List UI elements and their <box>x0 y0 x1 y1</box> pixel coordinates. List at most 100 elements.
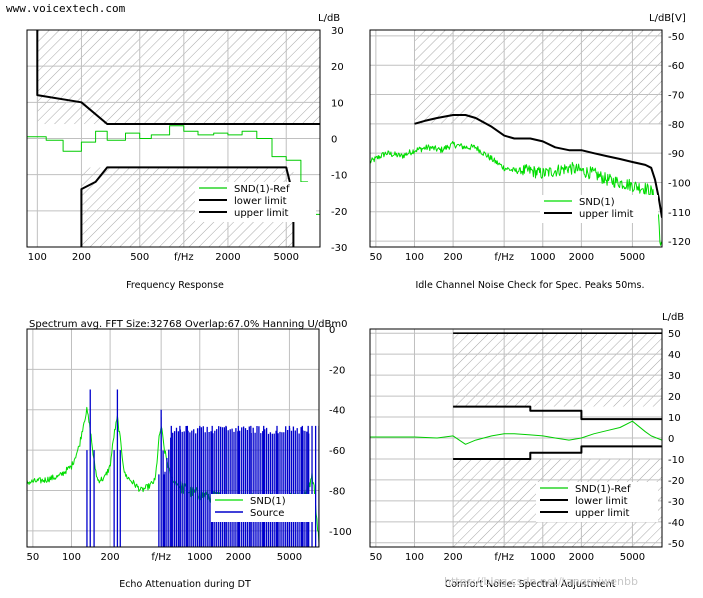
chart-title: Comfort Noise: Spectral Adjustment <box>445 579 616 590</box>
y-tick-label: -30 <box>668 497 684 508</box>
y-tick-label: -120 <box>668 237 691 248</box>
legend-box <box>540 195 658 223</box>
legend-label: SND(1)-Ref <box>234 184 290 195</box>
y-tick-label: -20 <box>331 207 347 218</box>
y-tick-label: -90 <box>668 149 684 160</box>
y-tick-label: 20 <box>668 392 681 403</box>
x-tick-label: 1000 <box>530 552 555 563</box>
y-tick-label: 10 <box>668 413 681 424</box>
x-tick-label: f/Hz <box>494 252 514 263</box>
x-tick-label: 200 <box>444 252 463 263</box>
y-tick-label: 0 <box>329 325 335 336</box>
y-tick-label: -50 <box>668 539 684 550</box>
y-tick-label: 30 <box>668 371 681 382</box>
y-tick-label: 30 <box>331 26 344 37</box>
x-tick-label: 100 <box>62 552 81 563</box>
x-tick-label: 100 <box>28 252 47 263</box>
y-tick-label: -40 <box>668 518 684 529</box>
series-snd-1-ref <box>370 420 662 445</box>
legend-label: upper limit <box>234 208 289 219</box>
x-tick-label: 1000 <box>530 252 555 263</box>
y-tick-label: 0 <box>668 434 674 445</box>
y-tick-label: 10 <box>331 98 344 109</box>
y-tick-label: -40 <box>329 406 345 417</box>
chart-title: Idle Channel Noise Check for Spec. Peaks… <box>415 280 644 291</box>
x-tick-label: 200 <box>72 252 91 263</box>
hatched-limit-region <box>414 30 662 124</box>
chart-title: Frequency Response <box>126 280 224 291</box>
y-axis-title: L/dB <box>318 13 340 24</box>
y-tick-label: -20 <box>329 365 345 376</box>
y-tick-label: -60 <box>668 61 684 72</box>
legend: SND(1)upper limit <box>540 195 658 223</box>
legend-box <box>195 182 316 222</box>
legend-label: SND(1) <box>579 197 615 208</box>
watermark: https://blog.csdn.net/tangruiwenbb <box>444 575 638 588</box>
series-lower-limit <box>453 405 662 421</box>
legend-label: SND(1)-Ref <box>575 484 631 495</box>
x-tick-label: 2000 <box>569 252 594 263</box>
chart-1: 100 200 500 f/Hz 2000 50003020100-10-20-30L/d… <box>26 13 347 291</box>
y-tick-label: -50 <box>668 32 684 43</box>
x-tick-label: 2000 <box>569 552 594 563</box>
series-lower-limit <box>36 30 320 125</box>
x-tick-label: 500 <box>130 252 149 263</box>
series-upper-limit <box>414 114 662 218</box>
x-tick-label: 5000 <box>620 252 645 263</box>
x-tick-label: 100 <box>405 552 424 563</box>
x-tick-label: 2000 <box>226 552 251 563</box>
y-tick-label: -80 <box>329 486 345 497</box>
y-tick-label: -20 <box>668 476 684 487</box>
y-tick-label: -100 <box>329 527 352 538</box>
series-group <box>370 114 662 246</box>
chart-subtitle: Spectrum avg. FFT Size:32768 Overlap:67.… <box>29 319 347 330</box>
y-tick-label: -30 <box>331 243 347 254</box>
plot-frame <box>26 328 320 548</box>
x-tick-label: 100 <box>405 252 424 263</box>
chart-3: 50 100 200 f/Hz 1000 2000 5000 0 -20 -40 -60 -80 -10… <box>26 319 352 590</box>
plot-frame <box>26 29 321 248</box>
legend-box <box>536 482 658 522</box>
x-tick-label: f/Hz <box>151 552 171 563</box>
plot-frame <box>369 328 663 548</box>
x-tick-label: 5000 <box>620 552 645 563</box>
chart-2: 50 100 200 f/Hz 1000 2000 5000 -50 -60 -70 -80 -90 -… <box>369 13 691 291</box>
chart-4: 50 100 200 f/Hz 1000 2000 500050403020100-10-2… <box>369 312 684 590</box>
legend: SND(1)Source <box>211 494 315 522</box>
series-group <box>370 332 662 460</box>
x-tick-label: 200 <box>101 552 120 563</box>
legend-label: lower limit <box>234 196 287 207</box>
y-tick-label: 0 <box>331 135 337 146</box>
legend-label: lower limit <box>575 496 628 507</box>
series-source <box>86 389 319 547</box>
y-axis-title: L/dB <box>662 312 684 323</box>
x-tick-label: f/Hz <box>174 252 194 263</box>
legend-label: upper limit <box>579 209 634 220</box>
hatched-limit-region <box>453 333 662 407</box>
x-tick-label: 200 <box>444 552 463 563</box>
x-tick-label: 50 <box>27 552 40 563</box>
y-tick-label: 20 <box>331 62 344 73</box>
y-tick-label: -100 <box>668 178 691 189</box>
x-tick-label: 1000 <box>187 552 212 563</box>
site-url: www.voicextech.com <box>6 2 126 15</box>
x-tick-label: 5000 <box>277 552 302 563</box>
legend-label: Source <box>250 508 284 519</box>
x-tick-label: 50 <box>370 552 383 563</box>
y-tick-label: 50 <box>668 329 681 340</box>
y-tick-label: -10 <box>668 455 684 466</box>
series-upper-limit <box>453 445 662 460</box>
legend-label: SND(1) <box>250 496 286 507</box>
y-tick-label: -80 <box>668 120 684 131</box>
y-tick-label: -110 <box>668 208 691 219</box>
plot-frame <box>369 29 663 248</box>
x-tick-label: 5000 <box>274 252 299 263</box>
y-tick-label: -70 <box>668 91 684 102</box>
x-tick-label: f/Hz <box>494 552 514 563</box>
y-tick-label: -10 <box>331 171 347 182</box>
y-tick-label: 40 <box>668 350 681 361</box>
x-tick-label: 50 <box>370 252 383 263</box>
